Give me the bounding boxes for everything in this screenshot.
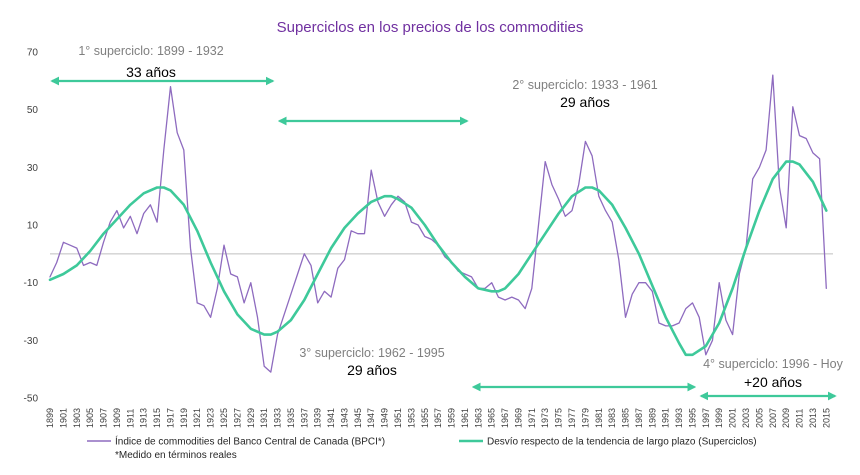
x-tick-label: 1909 [112, 408, 122, 428]
x-tick-label: 1937 [299, 408, 309, 428]
x-tick-label: 1965 [487, 408, 497, 428]
cycle-duration: 29 años [560, 94, 610, 110]
y-tick-label: -50 [24, 394, 39, 405]
x-tick-label: 2013 [808, 408, 818, 428]
x-tick-label: 1925 [219, 408, 229, 428]
x-tick-label: 1915 [152, 408, 162, 428]
x-tick-label: 2001 [728, 408, 738, 428]
x-tick-label: 2015 [821, 408, 831, 428]
x-tick-label: 1931 [259, 408, 269, 428]
y-tick-label: 70 [27, 48, 39, 59]
x-tick-label: 1989 [647, 408, 657, 428]
legend-entry: Índice de commodities del Banco Central … [115, 435, 385, 448]
x-tick-label: 1993 [674, 408, 684, 428]
x-tick-label: 1947 [366, 408, 376, 428]
x-tick-label: 1903 [72, 408, 82, 428]
x-tick-label: 2009 [781, 408, 791, 428]
x-tick-label: 1987 [634, 408, 644, 428]
x-tick-label: 1921 [192, 408, 202, 428]
x-tick-label: 1967 [500, 408, 510, 428]
x-tick-label: 1945 [353, 408, 363, 428]
x-tick-label: 1941 [326, 408, 336, 428]
cycle-duration: 33 años [126, 64, 176, 80]
x-tick-label: 2003 [741, 408, 751, 428]
x-tick-label: 1939 [313, 408, 323, 428]
x-tick-label: 1923 [206, 408, 216, 428]
x-tick-label: 1999 [714, 408, 724, 428]
series-line-bpci [49, 74, 827, 373]
x-tick-label: 1933 [273, 408, 283, 428]
x-tick-label: 1985 [621, 408, 631, 428]
x-tick-label: 1927 [232, 408, 242, 428]
x-tick-label: 1991 [661, 408, 671, 428]
y-tick-label: -10 [24, 278, 39, 289]
x-tick-label: 1905 [85, 408, 95, 428]
x-tick-label: 1953 [406, 408, 416, 428]
y-tick-label: 50 [27, 105, 39, 116]
cycle-label: 2° superciclo: 1933 - 1961 [512, 78, 657, 92]
cycle-label: 1° superciclo: 1899 - 1932 [78, 44, 223, 58]
x-tick-label: 1995 [687, 408, 697, 428]
x-tick-label: 1929 [246, 408, 256, 428]
footnote: *Medido en términos reales [115, 450, 237, 461]
cycle-label: 3° superciclo: 1962 - 1995 [299, 346, 444, 360]
series-line-supercycle [48, 160, 828, 357]
cycle-duration: 29 años [347, 362, 397, 378]
x-tick-label: 1907 [99, 408, 109, 428]
x-tick-label: 1955 [420, 408, 430, 428]
x-tick-label: 1935 [286, 408, 296, 428]
x-tick-label: 1917 [165, 408, 175, 428]
x-tick-label: 1911 [125, 409, 135, 428]
x-tick-label: 1977 [567, 408, 577, 428]
x-tick-label: 1943 [339, 408, 349, 428]
x-tick-label: 1957 [433, 408, 443, 428]
x-tick-label: 1969 [513, 408, 523, 428]
x-tick-label: 1975 [554, 408, 564, 428]
x-tick-label: 1973 [540, 408, 550, 428]
x-tick-label: 1971 [527, 408, 537, 428]
x-tick-label: 1961 [460, 408, 470, 428]
x-tick-label: 1959 [447, 408, 457, 428]
x-tick-label: 2007 [768, 408, 778, 428]
x-tick-label: 1981 [594, 408, 604, 428]
x-tick-label: 1997 [701, 408, 711, 428]
x-tick-label: 1949 [380, 408, 390, 428]
x-tick-label: 2005 [754, 408, 764, 428]
x-tick-label: 1979 [580, 408, 590, 428]
x-tick-label: 1901 [58, 408, 68, 428]
x-tick-label: 1963 [473, 408, 483, 428]
x-tick-label: 1913 [139, 408, 149, 428]
x-tick-label: 1919 [179, 408, 189, 428]
y-tick-label: 30 [27, 163, 39, 174]
cycle-duration: +20 años [744, 374, 802, 390]
x-tick-label: 2011 [795, 409, 805, 428]
chart-title: Superciclos en los precios de los commod… [277, 19, 584, 36]
y-tick-label: 10 [27, 221, 39, 232]
legend-entry: Desvío respecto de la tendencia de largo… [487, 437, 757, 448]
cycle-label: 4° superciclo: 1996 - Hoy [703, 357, 844, 371]
x-tick-label: 1951 [393, 408, 403, 428]
x-tick-label: 1899 [45, 408, 55, 428]
y-tick-label: -30 [24, 336, 39, 347]
x-tick-label: 1983 [607, 408, 617, 428]
